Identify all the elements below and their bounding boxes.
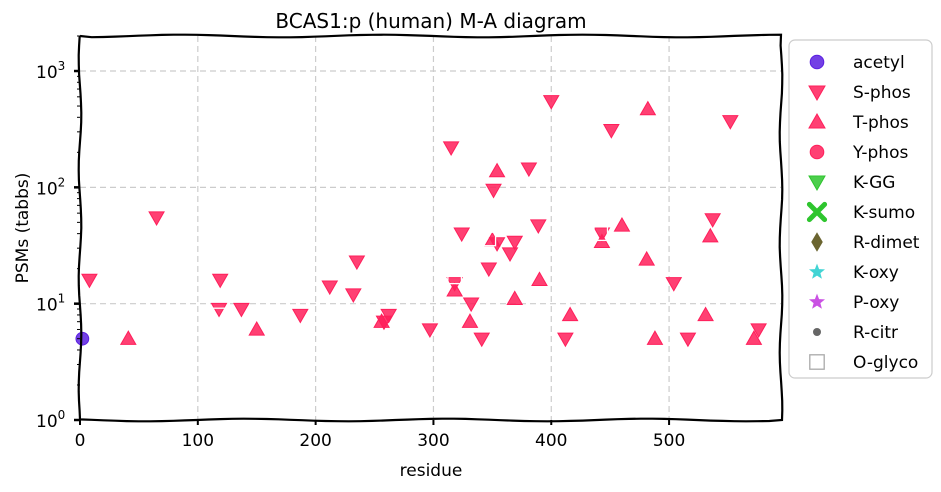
plot-frame: [77, 33, 784, 423]
s-phos-point: [421, 323, 439, 338]
s-phos-point: [148, 211, 165, 227]
legend-marker-t-phos: [808, 112, 826, 129]
t-phos-point: [531, 271, 548, 287]
legend-label-o-glyco: O-glyco: [853, 353, 918, 373]
legend-label-r-dimet: R-dimet: [853, 233, 920, 253]
s-phos-point: [506, 235, 524, 251]
s-phos-point: [291, 308, 309, 324]
legend-box: [788, 39, 933, 379]
y-tick-label: 102: [36, 175, 65, 199]
t-phos-point: [639, 100, 657, 116]
legend-marker-y-phos: [809, 144, 825, 160]
legend-label-p-oxy: P-oxy: [853, 293, 899, 313]
legend-marker-o-glyco: [809, 354, 825, 370]
legend-label-r-citr: R-citr: [853, 323, 898, 343]
y-axis-title: PSMs (tabbs): [13, 173, 33, 284]
s-phos-point: [485, 183, 502, 199]
legend-marker-acetyl: [809, 54, 825, 70]
x-axis-title: residue: [400, 461, 463, 481]
legend-marker-k-gg: [808, 175, 826, 192]
s-phos-point: [557, 332, 574, 348]
s-phos-point: [453, 227, 471, 243]
s-phos-point: [721, 115, 739, 130]
s-phos-point: [380, 308, 398, 324]
legend-marker-p-oxy: [809, 293, 825, 309]
o-glyco-point: [481, 231, 497, 247]
legend-label-s-phos: S-phos: [853, 83, 911, 103]
x-tick-label: 0: [75, 431, 86, 451]
s-phos-point: [233, 302, 250, 318]
legend-label-acetyl: acetyl: [853, 53, 905, 73]
t-phos-point: [461, 313, 479, 328]
y-tick-label: 101: [36, 292, 65, 316]
s-phos-point: [542, 95, 560, 110]
s-phos-point: [529, 219, 547, 234]
x-tick-label: 400: [535, 431, 567, 451]
legend-label-t-phos: T-phos: [852, 113, 909, 133]
t-phos-point: [745, 330, 763, 345]
legend-marker-r-citr: [813, 328, 821, 336]
t-phos-point: [488, 162, 506, 178]
legend: acetyl S-phos T-phos Y-phos K-GG K-sumo R-dime…: [788, 39, 933, 379]
legend-label-k-gg: K-GG: [853, 173, 895, 193]
legend-label-k-sumo: K-sumo: [853, 203, 915, 223]
data-points: [75, 95, 767, 348]
o-glyco-point: [593, 226, 609, 242]
x-tick-label: 200: [299, 431, 331, 451]
s-phos-point: [210, 302, 228, 318]
grid: [80, 36, 781, 420]
s-phos-point: [750, 323, 767, 338]
t-phos-point: [638, 250, 656, 266]
legend-label-y-phos: Y-phos: [852, 143, 908, 163]
s-phos-point: [602, 124, 620, 139]
s-phos-point: [321, 280, 339, 296]
legend-marker-r-dimet: [811, 232, 823, 252]
y-tick-label: 103: [36, 59, 65, 83]
t-phos-point: [446, 281, 464, 297]
s-phos-point: [211, 273, 229, 289]
s-phos-point: [462, 297, 480, 313]
o-glyco-point: [210, 307, 226, 323]
t-phos-point: [506, 290, 524, 305]
s-phos-point: [473, 332, 491, 348]
s-phos-point: [480, 262, 498, 278]
s-phos-point: [81, 273, 98, 289]
t-phos-point: [613, 216, 631, 232]
legend-marker-k-sumo: [806, 201, 828, 223]
t-phos-point: [646, 330, 664, 345]
o-glyco-point: [447, 269, 463, 285]
axis-ticks: 0 100 200 300 400 500 100 101 102 103: [36, 35, 685, 451]
s-phos-point: [665, 277, 683, 292]
t-phos-point: [119, 330, 137, 345]
x-tick-label: 300: [417, 431, 449, 451]
s-phos-point: [501, 247, 519, 263]
legend-label-k-oxy: K-oxy: [853, 263, 899, 283]
x-tick-label: 500: [653, 431, 685, 451]
chart-title: BCAS1:p (human) M-A diagram: [275, 9, 586, 33]
t-phos-point: [248, 320, 266, 336]
s-phos-point: [348, 255, 366, 271]
s-phos-point: [344, 288, 362, 303]
t-phos-point: [697, 306, 714, 322]
y-tick-label: 100: [36, 408, 65, 432]
t-phos-point: [373, 313, 390, 328]
s-phos-point: [704, 213, 722, 228]
legend-marker-k-oxy: [809, 263, 825, 279]
s-phos-point: [442, 141, 460, 157]
s-phos-point: [520, 162, 538, 178]
t-phos-point: [561, 306, 579, 322]
legend-marker-s-phos: [808, 85, 826, 102]
s-phos-point: [679, 332, 697, 348]
t-phos-point: [701, 227, 719, 243]
x-tick-label: 100: [182, 431, 214, 451]
